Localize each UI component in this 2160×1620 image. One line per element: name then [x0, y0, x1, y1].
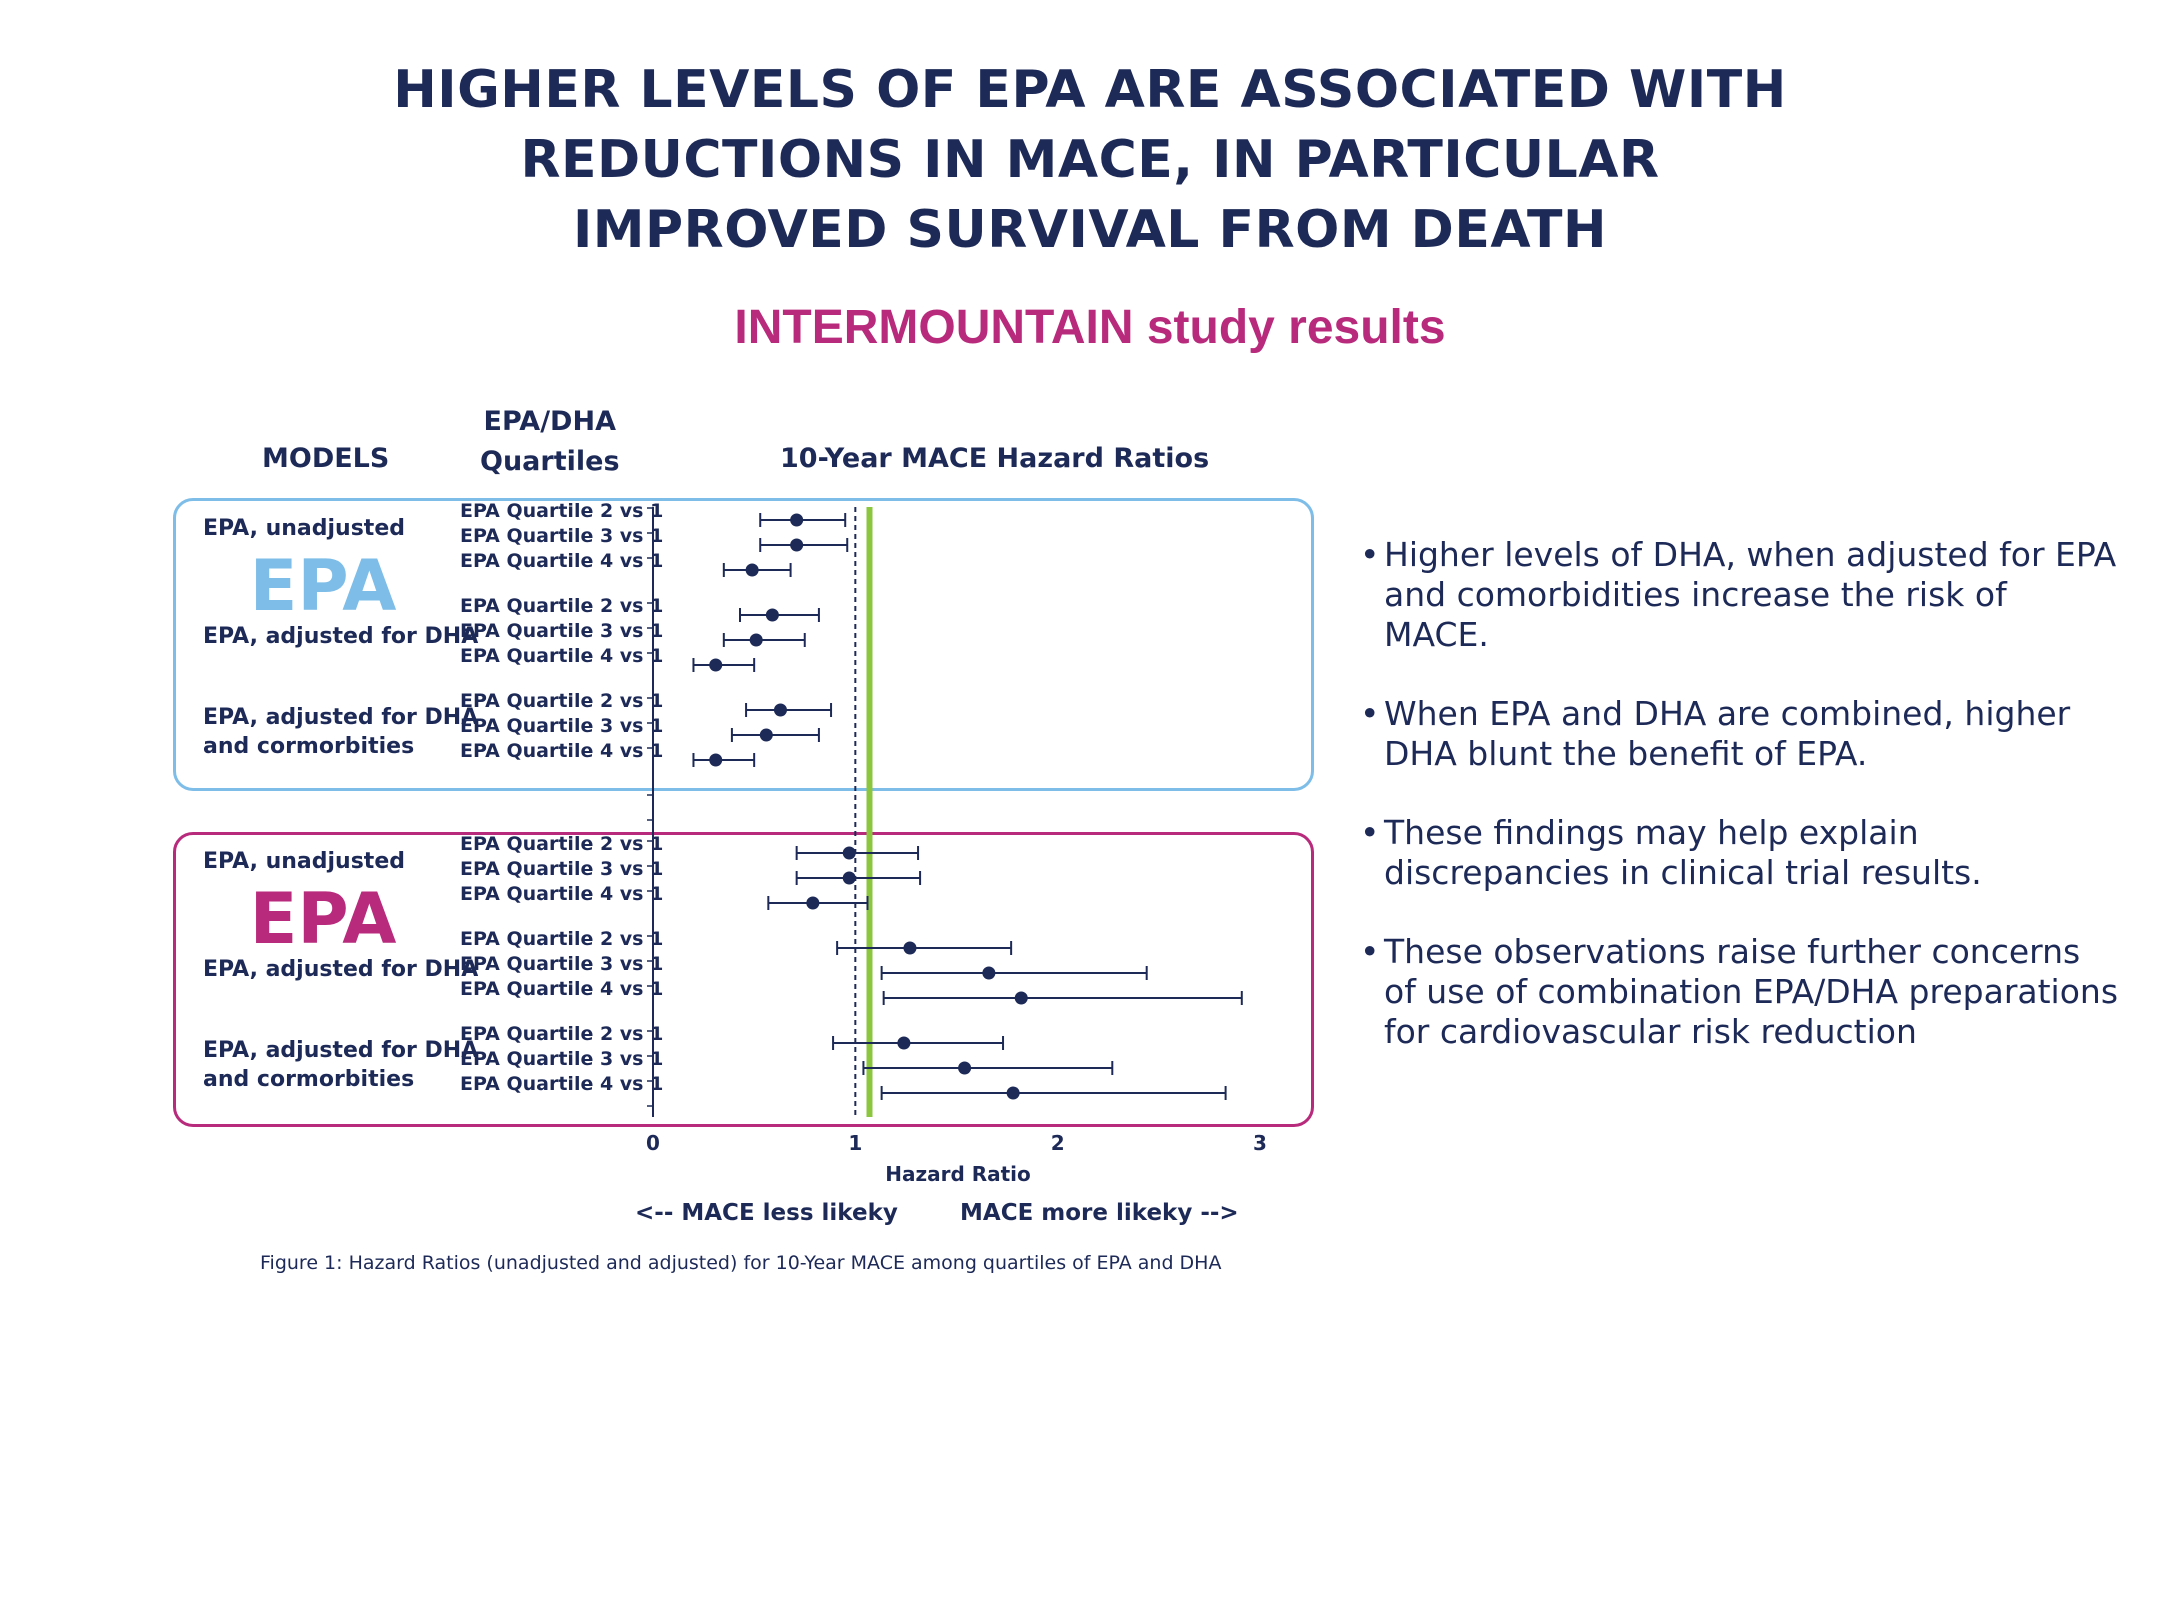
- x-tick-label: 1: [848, 1131, 862, 1155]
- x-tick-label: 3: [1253, 1131, 1267, 1155]
- epa-blue-big-label: EPA: [249, 545, 397, 627]
- model-label: EPA, adjusted for DHA and cormorbities: [203, 1036, 478, 1094]
- model-label: EPA, adjusted for DHA: [203, 955, 478, 984]
- quartile-row-label: EPA Quartile 3 vs 1: [460, 620, 664, 642]
- quartile-row-label: EPA Quartile 4 vs 1: [460, 645, 664, 667]
- hazard-column-header: 10-Year MACE Hazard Ratios: [780, 443, 1210, 474]
- model-label: EPA, unadjusted: [203, 514, 405, 543]
- epa-blue-group-box: [173, 498, 1314, 791]
- findings-list: • Higher levels of DHA, when adjusted for…: [1360, 535, 2120, 1091]
- quartiles-header-line-2: Quartiles: [480, 446, 620, 477]
- model-label: EPA, unadjusted: [203, 847, 405, 876]
- quartile-row-label: EPA Quartile 2 vs 1: [460, 690, 664, 712]
- title-line-1: HIGHER LEVELS OF EPA ARE ASSOCIATED WITH: [393, 60, 1787, 120]
- figure-caption: Figure 1: Hazard Ratios (unadjusted and …: [260, 1252, 1222, 1274]
- model-label-line: EPA, adjusted for DHA: [203, 705, 479, 730]
- quartile-row-label: EPA Quartile 2 vs 1: [460, 833, 664, 855]
- finding-item: • When EPA and DHA are combined, higher D…: [1360, 694, 2120, 774]
- quartiles-header-line-1: EPA/DHA: [483, 406, 616, 437]
- quartile-row-label: EPA Quartile 2 vs 1: [460, 500, 664, 522]
- model-label-line: EPA, adjusted for DHA: [203, 624, 479, 649]
- finding-text: Higher levels of DHA, when adjusted for …: [1384, 535, 2117, 654]
- model-label-line: EPA, unadjusted: [203, 516, 405, 541]
- quartile-row-label: EPA Quartile 4 vs 1: [460, 1073, 664, 1095]
- quartile-row-label: EPA Quartile 4 vs 1: [460, 740, 664, 762]
- quartile-row-label: EPA Quartile 3 vs 1: [460, 953, 664, 975]
- title-line-3: IMPROVED SURVIVAL FROM DEATH: [572, 200, 1608, 260]
- quartile-row-label: EPA Quartile 3 vs 1: [460, 525, 664, 547]
- finding-text: These observations raise further concern…: [1384, 932, 2119, 1051]
- x-tick-label: 0: [646, 1131, 660, 1155]
- bullet-dot-icon: •: [1360, 932, 1380, 971]
- quartiles-column-header: EPA/DHA Quartiles: [480, 402, 620, 482]
- model-label: EPA, adjusted for DHA and cormorbities: [203, 703, 478, 761]
- quartile-row-label: EPA Quartile 2 vs 1: [460, 1023, 664, 1045]
- model-label-line: EPA, adjusted for DHA: [203, 1038, 479, 1063]
- epa-magenta-big-label: EPA: [249, 878, 397, 960]
- finding-item: • These observations raise further concer…: [1360, 932, 2120, 1052]
- quartile-row-label: EPA Quartile 3 vs 1: [460, 858, 664, 880]
- model-label: EPA, adjusted for DHA: [203, 622, 478, 651]
- more-likely-note: MACE more likeky -->: [960, 1200, 1239, 1226]
- quartile-row-label: EPA Quartile 4 vs 1: [460, 978, 664, 1000]
- model-label-line: EPA, adjusted for DHA: [203, 957, 479, 982]
- model-label-line: and cormorbities: [203, 1067, 415, 1092]
- quartile-row-label: EPA Quartile 2 vs 1: [460, 595, 664, 617]
- finding-item: • Higher levels of DHA, when adjusted for…: [1360, 535, 2120, 655]
- quartile-row-label: EPA Quartile 3 vs 1: [460, 715, 664, 737]
- title-line-2: REDUCTIONS IN MACE, IN PARTICULAR: [520, 130, 1660, 190]
- x-axis-label: Hazard Ratio: [885, 1162, 1031, 1186]
- bullet-dot-icon: •: [1360, 694, 1380, 733]
- bullet-dot-icon: •: [1360, 535, 1380, 574]
- quartile-row-label: EPA Quartile 4 vs 1: [460, 883, 664, 905]
- quartile-row-label: EPA Quartile 4 vs 1: [460, 550, 664, 572]
- less-likely-note: <-- MACE less likeky: [635, 1200, 898, 1226]
- models-column-header: MODELS: [262, 443, 390, 474]
- page-title: HIGHER LEVELS OF EPA ARE ASSOCIATED WITH…: [0, 55, 2160, 265]
- finding-text: These findings may help explain discrepa…: [1384, 813, 1982, 892]
- model-label-line: EPA, unadjusted: [203, 849, 405, 874]
- quartile-row-label: EPA Quartile 3 vs 1: [460, 1048, 664, 1070]
- page-subtitle: INTERMOUNTAIN study results: [734, 301, 1446, 354]
- finding-text: When EPA and DHA are combined, higher DH…: [1384, 694, 2071, 773]
- epa-magenta-group-box: [173, 832, 1314, 1127]
- bullet-dot-icon: •: [1360, 813, 1380, 852]
- x-tick-label: 2: [1051, 1131, 1065, 1155]
- model-label-line: and cormorbities: [203, 734, 415, 759]
- finding-item: • These findings may help explain discrep…: [1360, 813, 2120, 893]
- quartile-row-label: EPA Quartile 2 vs 1: [460, 928, 664, 950]
